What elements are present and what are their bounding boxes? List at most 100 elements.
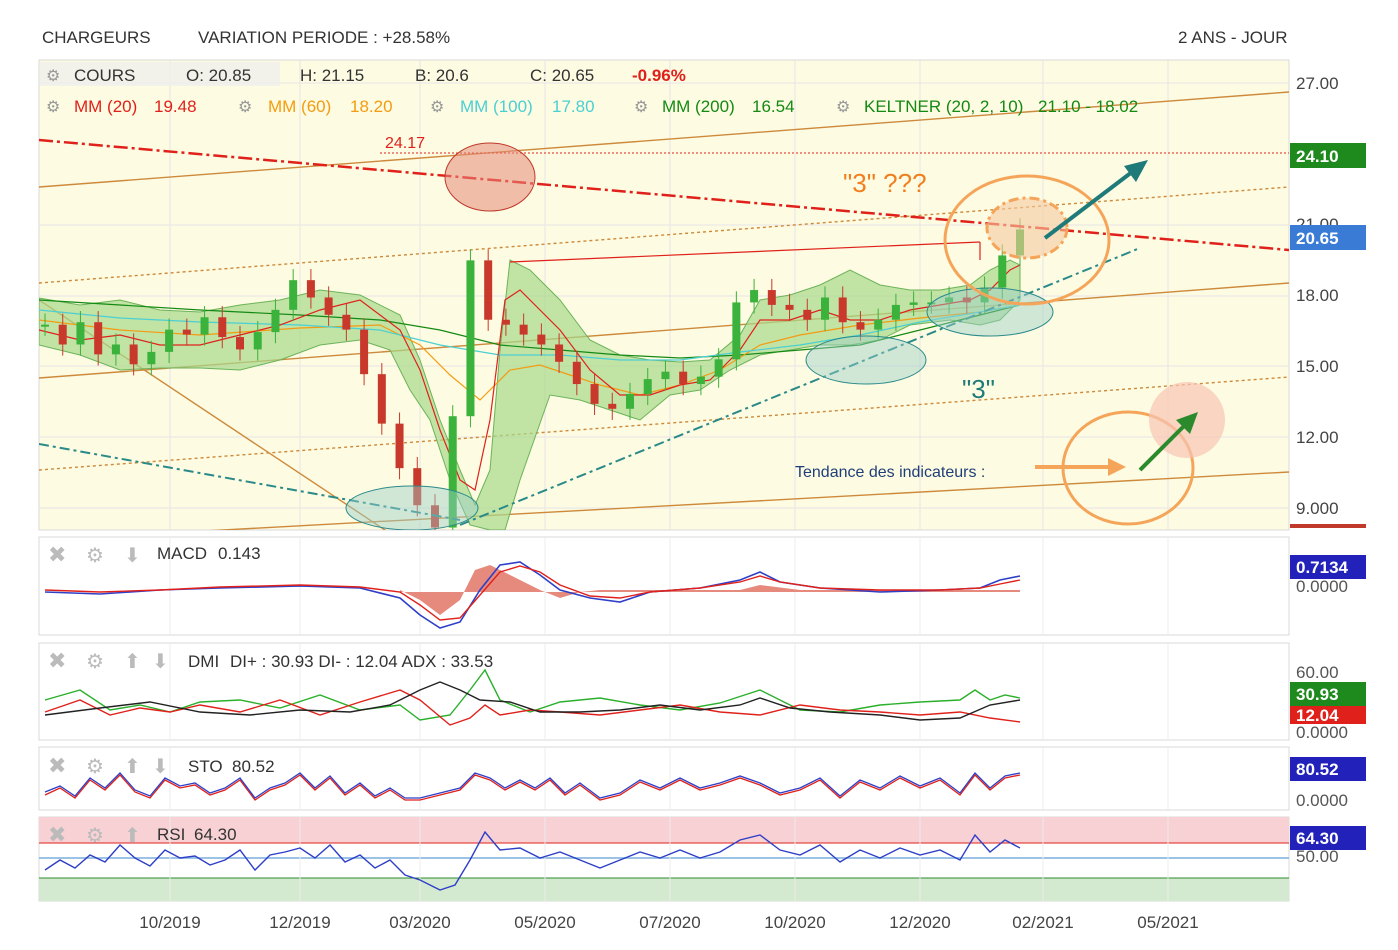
dmi-value: DI+ : 30.93 DI- : 12.04 ADX : 33.53 (230, 652, 493, 671)
indicator-legend: ⚙ MM (20) 19.48 ⚙ MM (60) 18.20 ⚙ MM (10… (46, 97, 1138, 116)
tendance-label: Tendance des indicateurs : (795, 464, 985, 481)
macd-label: MACD (157, 544, 207, 563)
gear-icon[interactable]: ⚙ (238, 99, 252, 116)
dmi-axis-0: 0.0000 (1296, 723, 1348, 742)
macd-marker (1290, 555, 1366, 579)
di-minus-marker-label: 12.04 (1296, 706, 1339, 725)
rsi-marker-label: 64.30 (1296, 829, 1339, 848)
keltner-label: KELTNER (20, 2, 10) (864, 97, 1023, 116)
price-panel (38, 59, 1290, 531)
support-line-rising (459, 247, 1141, 526)
gear-icon[interactable]: ⚙ (46, 99, 60, 116)
arrow-down-icon[interactable]: ⬇ (152, 651, 169, 673)
rsi-value: 64.30 (194, 825, 237, 844)
resistance-line (39, 138, 1289, 252)
macd-zero-label: 0.0000 (1296, 577, 1348, 596)
mm60-label: MM (60) (268, 97, 331, 116)
price-marker-current-label: 20.65 (1296, 229, 1339, 248)
rsi-line (44, 830, 1021, 891)
gear-icon[interactable]: ⚙ (86, 825, 104, 847)
x-tick: 07/2020 (639, 913, 700, 932)
candle-body (714, 359, 723, 377)
target-inner-ellipse (985, 196, 1069, 260)
di-minus-marker (1290, 706, 1366, 724)
candle-body (696, 376, 705, 385)
ohlc-legend: ⚙ COURS O: 20.85 H: 21.15 B: 20.6 C: 20.… (40, 62, 686, 86)
candle-body (129, 344, 138, 365)
rsi-marker (1290, 826, 1366, 850)
arrow-up-icon[interactable]: ⬆ (124, 651, 141, 673)
candle-body (360, 329, 369, 375)
rsi-label: RSI (157, 825, 185, 844)
mm100-value: 17.80 (552, 97, 595, 116)
mm200-label: MM (200) (662, 97, 735, 116)
change-value: -0.96% (632, 66, 686, 85)
candle-body (306, 280, 315, 298)
x-tick: 10/2020 (764, 913, 825, 932)
candle-body (732, 302, 741, 360)
candle-body (962, 297, 971, 303)
x-tick: 12/2019 (269, 913, 330, 932)
right-ellipse (926, 287, 1054, 337)
candle-body (590, 384, 599, 404)
arrow-up-green (1138, 412, 1198, 472)
candle-body (821, 297, 829, 320)
price-marker-current (1290, 225, 1366, 250)
candle-body (253, 332, 262, 350)
gear-icon[interactable]: ⚙ (86, 756, 104, 778)
close-icon[interactable]: ✖ (48, 753, 66, 778)
candle-body (395, 423, 404, 469)
candle-body (94, 322, 103, 355)
candle-body (945, 297, 954, 303)
arrow-up-icon[interactable]: ⬆ (124, 825, 141, 847)
bottom-ellipse-1 (345, 485, 479, 530)
arrow-up-teal (1043, 160, 1148, 240)
candle-body (58, 324, 67, 345)
mm100-label: MM (100) (460, 97, 533, 116)
gear-icon[interactable]: ⚙ (86, 651, 104, 673)
close-icon[interactable]: ✖ (48, 822, 66, 847)
gear-icon[interactable]: ⚙ (430, 99, 444, 116)
candle-body (200, 317, 209, 335)
sto-value: 80.52 (232, 757, 275, 776)
price-marker-24 (1290, 143, 1366, 168)
arrow-down-icon[interactable]: ⬇ (152, 756, 169, 778)
candle-body (165, 329, 174, 352)
neckline (509, 241, 981, 263)
candle-body (608, 403, 617, 409)
period-variation: VARIATION PERIODE : +28.58% (198, 28, 451, 47)
symbol-title: CHARGEURS (42, 28, 151, 47)
sto-marker (1290, 757, 1366, 781)
candle-body (679, 371, 688, 385)
close-icon[interactable]: ✖ (48, 648, 66, 673)
candle-body (484, 260, 493, 320)
candle-body (377, 374, 386, 424)
gear-icon[interactable]: ⚙ (46, 68, 60, 85)
candle-body (448, 416, 457, 528)
arrow-down-icon[interactable]: ⬇ (124, 545, 141, 567)
arrow-right-orange (1035, 458, 1126, 476)
candle-body (909, 302, 918, 305)
rsi-overbought-zone (39, 817, 1289, 843)
close-icon[interactable]: ✖ (48, 542, 66, 567)
candle-body (413, 468, 422, 506)
mid-ellipse (805, 335, 927, 385)
sto-axis-0: 0.0000 (1296, 791, 1348, 810)
gear-icon[interactable]: ⚙ (836, 99, 850, 116)
candle-body (803, 309, 812, 320)
candle-body (271, 309, 280, 333)
x-tick: 02/2021 (1012, 913, 1073, 932)
candle-body (519, 324, 528, 335)
arrow-up-icon[interactable]: ⬆ (124, 756, 141, 778)
mm20-value: 19.48 (154, 97, 197, 116)
candle-body (324, 297, 333, 315)
gear-icon[interactable]: ⚙ (634, 99, 648, 116)
gear-icon[interactable]: ⚙ (86, 545, 104, 567)
mm60-value: 18.20 (350, 97, 393, 116)
pattern-bottom-label: "3" (962, 374, 995, 404)
period-selector[interactable]: 2 ANS - JOUR (1178, 28, 1288, 47)
y-tick: 15.00 (1296, 357, 1339, 376)
candle-body (750, 290, 759, 303)
high-value: H: 21.15 (300, 66, 364, 85)
